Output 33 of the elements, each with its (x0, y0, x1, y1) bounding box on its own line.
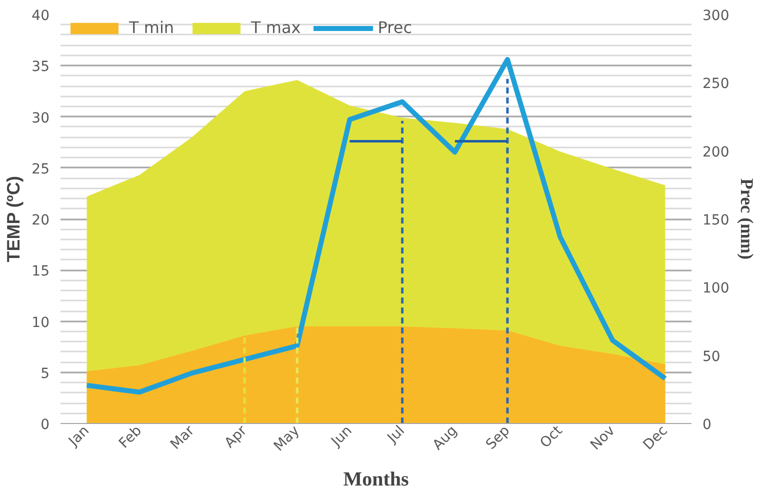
y-tick-label: 35 (32, 59, 50, 76)
y-tick-label: 30 (32, 110, 50, 126)
x-tick-label: Nov (588, 422, 618, 454)
y2-tick-label: 0 (702, 417, 712, 433)
y2-tick-label: 50 (702, 348, 720, 365)
y-tick-label: 10 (32, 314, 50, 331)
y2-axis-title: Prec (mm) (737, 178, 758, 260)
y-tick-label: 5 (40, 366, 50, 382)
x-tick-label: Jan (65, 422, 92, 450)
legend-label: Prec (378, 18, 412, 37)
x-tick-label: Sep (483, 422, 514, 453)
x-tick-label: Feb (116, 422, 146, 452)
y2-tick-label: 200 (702, 144, 730, 160)
y-tick-label: 0 (40, 417, 50, 433)
y-tick-label: 40 (32, 8, 50, 24)
x-tick-label: Aug (430, 422, 461, 454)
x-tick-label: Mar (168, 422, 198, 453)
x-tick-label: Jun (328, 422, 356, 450)
x-tick-label: Oct (537, 422, 566, 452)
x-tick-label: Apr (222, 422, 250, 452)
y-tick-label: 20 (32, 212, 50, 228)
x-tick-label: Dec (640, 422, 671, 454)
y-tick-label: 15 (32, 264, 50, 280)
legend-label: T min (129, 18, 174, 37)
y2-tick-label: 250 (702, 76, 730, 92)
y2-tick-label: 150 (702, 212, 730, 228)
y2-tick-label: 300 (702, 8, 730, 24)
y2-tick-label: 100 (702, 280, 730, 297)
x-axis-title: Months (343, 468, 409, 490)
legend-label: T max (251, 18, 301, 37)
y-tick-label: 25 (32, 161, 50, 178)
x-tick-label: Jul (384, 422, 408, 447)
y-axis-title: TEMP (ºC) (4, 176, 24, 262)
